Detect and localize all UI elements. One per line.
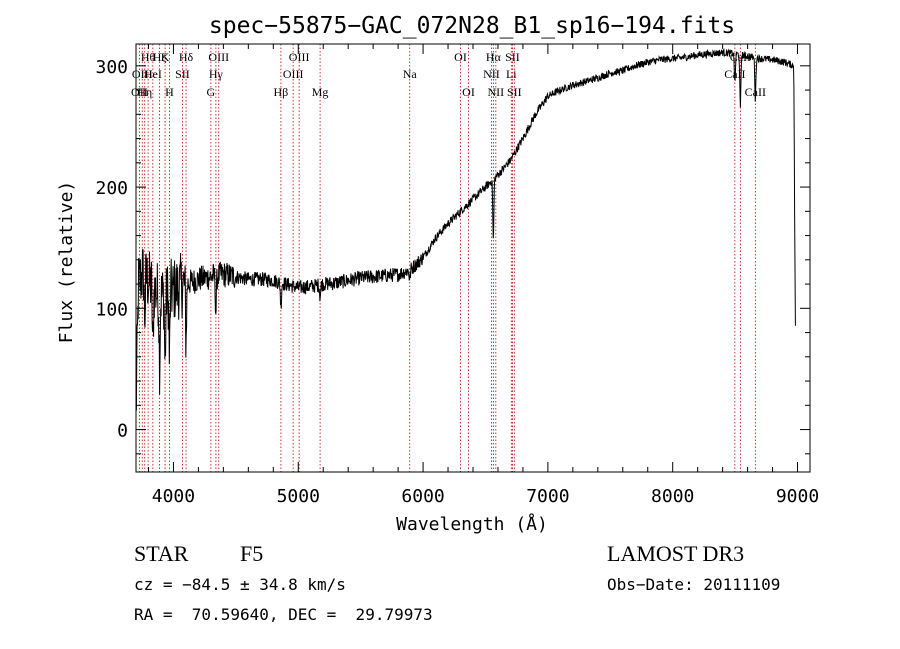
line-marker-label: HeI — [144, 67, 162, 81]
line-marker-label: OII — [131, 85, 148, 99]
line-marker-label: OI — [454, 50, 467, 64]
object-class: STAR — [134, 541, 189, 566]
obs-date: Obs−Date: 20111109 — [607, 575, 780, 594]
x-tick-label: 4000 — [152, 486, 195, 507]
line-marker-label: SII — [507, 85, 522, 99]
line-marker-label: G — [207, 85, 216, 99]
y-tick-label: 300 — [95, 57, 128, 78]
line-marker-label: Li — [506, 67, 517, 81]
line-marker-label: H — [165, 85, 174, 99]
line-marker-label: K — [161, 50, 170, 64]
line-marker-label: Hβ — [274, 85, 289, 99]
x-tick-label: 6000 — [401, 486, 444, 507]
x-axis-label: Wavelength (Å) — [396, 513, 548, 535]
spectrum-series — [135, 48, 796, 411]
y-axis-label: Flux (relative) — [56, 181, 77, 344]
line-marker-label: Mg — [312, 85, 329, 99]
line-marker-label: OI — [462, 85, 475, 99]
emission-line-markers: OIIOIIIHηHθHeIHζKHSIIHδGHγOIIIHβOIIIOIII… — [131, 44, 766, 472]
coordinates: RA = 70.59640, DEC = 29.79973 — [134, 605, 433, 624]
spectrum-line — [135, 48, 796, 411]
y-tick-label: 100 — [95, 299, 128, 320]
line-marker-label: Hθ — [141, 50, 156, 64]
line-marker-label: Hδ — [179, 50, 194, 64]
line-marker-label: SII — [175, 67, 190, 81]
object-subclass: F5 — [240, 541, 263, 566]
x-tick-label: 5000 — [277, 486, 320, 507]
line-marker-label: Hζ — [153, 50, 167, 64]
line-marker-label: SII — [505, 50, 520, 64]
x-tick-label: 7000 — [526, 486, 569, 507]
x-tick-label: 9000 — [776, 486, 819, 507]
survey-name: LAMOST DR3 — [607, 541, 744, 566]
line-marker-label: NII — [488, 85, 505, 99]
y-tick-label: 0 — [117, 421, 128, 442]
line-marker-label: NII — [483, 67, 500, 81]
y-axis: 0 100 200 300 — [95, 57, 810, 455]
line-marker-label: Na — [403, 67, 418, 81]
chart-title: spec−55875−GAC_072N28_B1_sp16−194.fits — [209, 13, 735, 39]
line-marker-label: OIII — [283, 67, 304, 81]
line-marker-label: Hγ — [209, 67, 224, 81]
plot-frame — [135, 43, 811, 473]
line-marker-label: OIII — [289, 50, 310, 64]
redshift-info: cz = −84.5 ± 34.8 km/s — [134, 575, 346, 594]
line-marker-label: Hα — [486, 50, 502, 64]
y-tick-label: 200 — [95, 178, 128, 199]
line-marker-label: Hη — [137, 85, 152, 99]
x-tick-label: 8000 — [651, 486, 694, 507]
x-axis: 4000 5000 6000 7000 8000 9000 — [147, 44, 819, 507]
line-marker-label: OIII — [208, 50, 229, 64]
line-marker-label: OIII — [132, 67, 153, 81]
